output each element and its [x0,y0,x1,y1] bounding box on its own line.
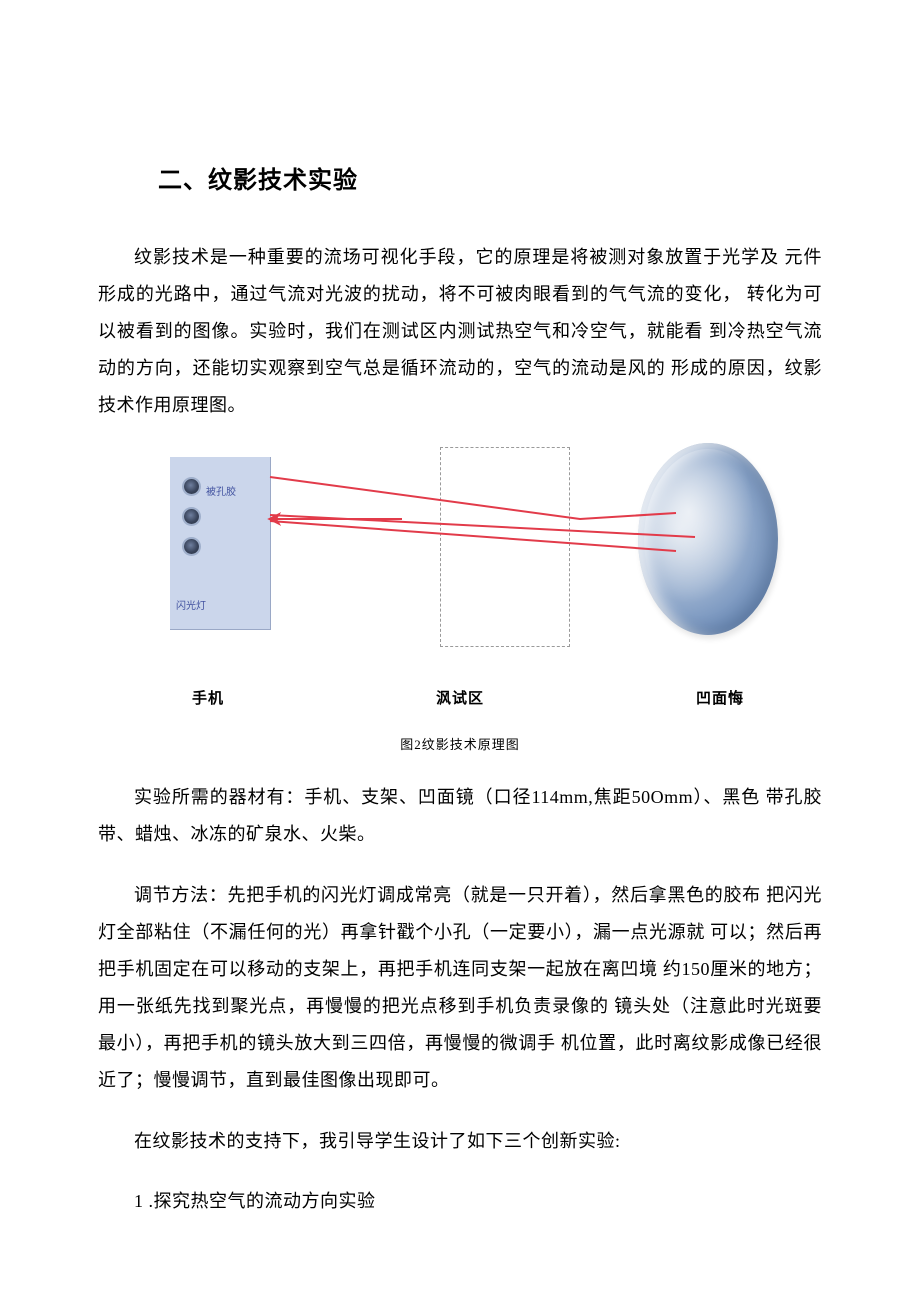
concave-mirror-icon [638,443,778,635]
section-heading: 二、纹影技术实验 [158,160,822,195]
phone-hole-icon [184,539,199,554]
figure-block: 被孔胶 闪光灯 手机 沨试区 凹面悔 图2纹影技术原理图 [98,447,822,753]
figure-caption: 图2纹影技术原理图 [98,734,822,753]
phone-label-bottom: 闪光灯 [176,597,206,612]
document-page: 二、纹影技术实验 纹影技术是一种重要的流场可视化手段，它的原理是将被测对象放置于… [0,0,920,1313]
test-area-box [440,447,570,647]
phone-label-top: 被孔胶 [206,483,236,498]
phone-hole-icon [184,479,199,494]
phone-hole-icon [184,509,199,524]
list-item-1: 1 .探究热空气的流动方向实验 [98,1183,822,1219]
figure-labels-row: 手机 沨试区 凹面悔 [140,687,780,708]
paragraph-materials: 实验所需的器材有：手机、支架、凹面镜（口径114mm,焦距50Omm）、黑色 带… [98,779,822,853]
paragraph-lead: 在纹影技术的支持下，我引导学生设计了如下三个创新实验: [98,1123,822,1160]
figure-label-left: 手机 [192,687,224,708]
paragraph-intro: 纹影技术是一种重要的流场可视化手段，它的原理是将被测对象放置于光学及 元件形成的… [98,239,822,423]
paragraph-method: 调节方法：先把手机的闪光灯调成常亮（就是一只开着），然后拿黑色的胶布 把闪光灯全… [98,877,822,1098]
figure-label-mid: 沨试区 [436,687,484,708]
schlieren-diagram: 被孔胶 闪光灯 [140,447,780,677]
figure-label-right: 凹面悔 [696,687,744,708]
phone-panel: 被孔胶 闪光灯 [170,457,271,630]
